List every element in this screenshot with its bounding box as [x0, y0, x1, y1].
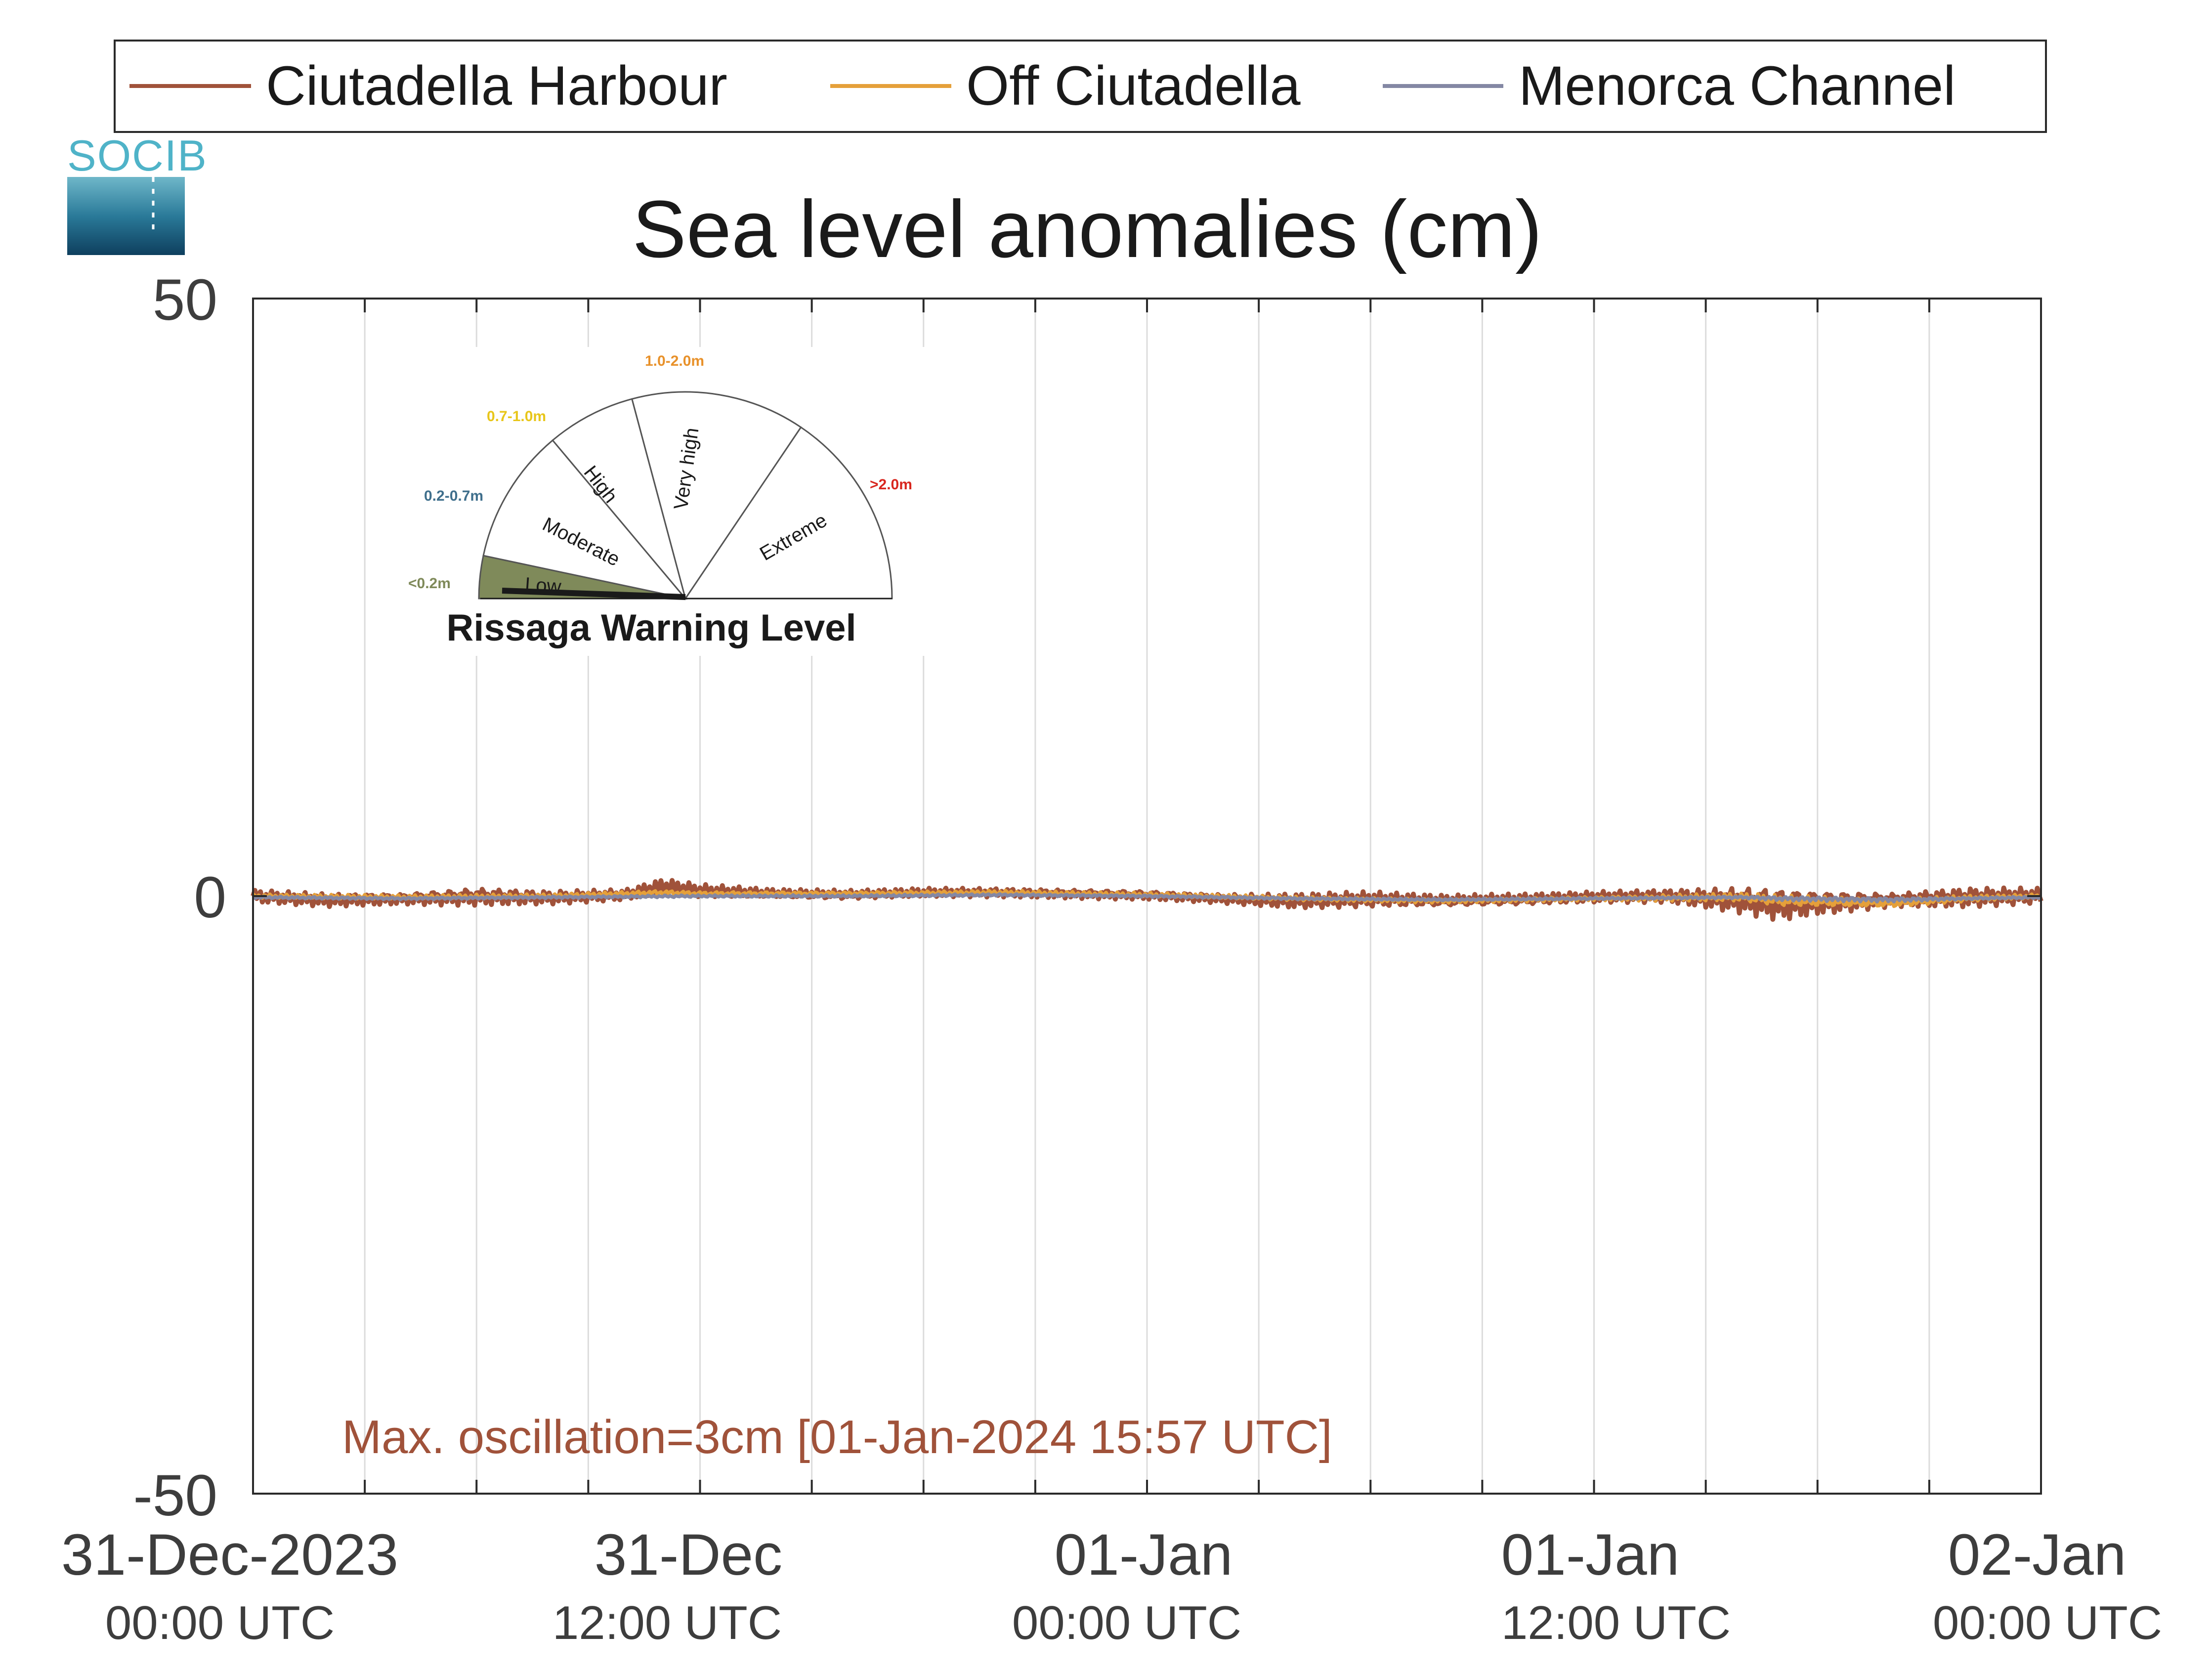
gauge-range-extreme: >2.0m	[870, 476, 912, 493]
xtick-time-1: 12:00 UTC	[553, 1596, 782, 1649]
socib-logo: SOCIB	[67, 131, 208, 255]
gauge-title: Rissaga Warning Level	[446, 607, 856, 649]
xtick-time-3: 12:00 UTC	[1501, 1596, 1731, 1649]
legend-label-menorca-channel: Menorca Channel	[1519, 55, 1956, 117]
xtick-time-0: 00:00 UTC	[105, 1596, 335, 1649]
ytick-label-50: 50	[153, 267, 217, 333]
x-axis-labels: 31-Dec-2023 00:00 UTC 31-Dec 12:00 UTC 0…	[61, 1522, 2162, 1649]
xtick-date-1: 31-Dec	[595, 1522, 782, 1588]
gauge-needle	[502, 588, 686, 600]
axis-ticks	[252, 298, 2042, 1495]
logo-text: SOCIB	[67, 131, 208, 180]
xtick-time-2: 00:00 UTC	[1012, 1596, 1241, 1649]
gauge-range-high: 0.7-1.0m	[487, 408, 546, 425]
gauge-range-very-high: 1.0-2.0m	[645, 353, 704, 369]
legend-label-ciutadella-harbour: Ciutadella Harbour	[266, 55, 727, 117]
chart-title: Sea level anomalies (cm)	[632, 184, 1542, 274]
max-oscillation-annotation: Max. oscillation=3cm [01-Jan-2024 15:57 …	[342, 1411, 1332, 1463]
rissaga-gauge: Low Moderate High Very high Extreme <0.2…	[393, 347, 927, 656]
series-line-menorca-channel	[252, 892, 2042, 904]
xtick-time-4: 00:00 UTC	[1933, 1596, 2162, 1649]
ytick-label-0: 0	[194, 865, 226, 930]
xtick-date-4: 02-Jan	[1948, 1522, 2127, 1588]
legend-box	[114, 40, 2047, 133]
gauge-sector-extreme	[684, 426, 893, 600]
gauge-sector-high	[552, 398, 686, 599]
logo-graphic	[67, 177, 185, 255]
gauge-range-moderate: 0.2-0.7m	[424, 488, 483, 504]
gauge-sectors	[478, 391, 893, 601]
ytick-label-minus-50: -50	[133, 1463, 217, 1528]
y-axis-labels: 50 0 -50	[133, 267, 226, 1528]
gauge-sector-very-high	[631, 391, 802, 601]
xtick-date-0: 31-Dec-2023	[61, 1522, 398, 1588]
legend-label-off-ciutadella: Off Ciutadella	[966, 55, 1301, 117]
gauge-sector-moderate	[482, 439, 687, 600]
gauge-range-low: <0.2m	[408, 575, 451, 592]
gauge-level-low: Low	[524, 574, 562, 598]
xtick-date-3: 01-Jan	[1501, 1522, 1680, 1588]
legend: Ciutadella Harbour Off Ciutadella Menorc…	[114, 40, 2047, 133]
series-layer	[251, 878, 2043, 922]
xtick-date-2: 01-Jan	[1055, 1522, 1233, 1588]
